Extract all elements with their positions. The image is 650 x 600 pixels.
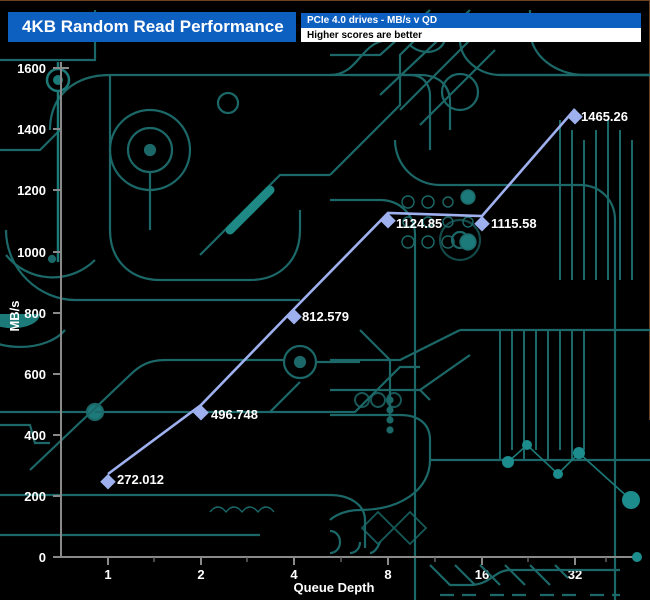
- svg-text:8: 8: [384, 567, 391, 582]
- svg-text:800: 800: [24, 306, 46, 321]
- svg-text:1600: 1600: [17, 61, 46, 76]
- svg-text:1400: 1400: [17, 122, 46, 137]
- svg-text:2: 2: [197, 567, 204, 582]
- svg-text:1000: 1000: [17, 245, 46, 260]
- svg-text:0: 0: [39, 550, 46, 565]
- svg-text:812.579: 812.579: [302, 309, 349, 324]
- svg-text:Queue Depth: Queue Depth: [294, 580, 375, 595]
- svg-text:600: 600: [24, 367, 46, 382]
- svg-text:272.012: 272.012: [117, 472, 164, 487]
- svg-text:1200: 1200: [17, 183, 46, 198]
- svg-text:400: 400: [24, 428, 46, 443]
- svg-text:200: 200: [24, 489, 46, 504]
- svg-text:1115.58: 1115.58: [491, 216, 537, 231]
- svg-text:496.748: 496.748: [211, 407, 258, 422]
- svg-text:1465.26: 1465.26: [581, 109, 628, 124]
- svg-text:1124.85: 1124.85: [396, 216, 442, 231]
- svg-text:MB/s: MB/s: [7, 300, 22, 331]
- svg-text:1: 1: [104, 567, 111, 582]
